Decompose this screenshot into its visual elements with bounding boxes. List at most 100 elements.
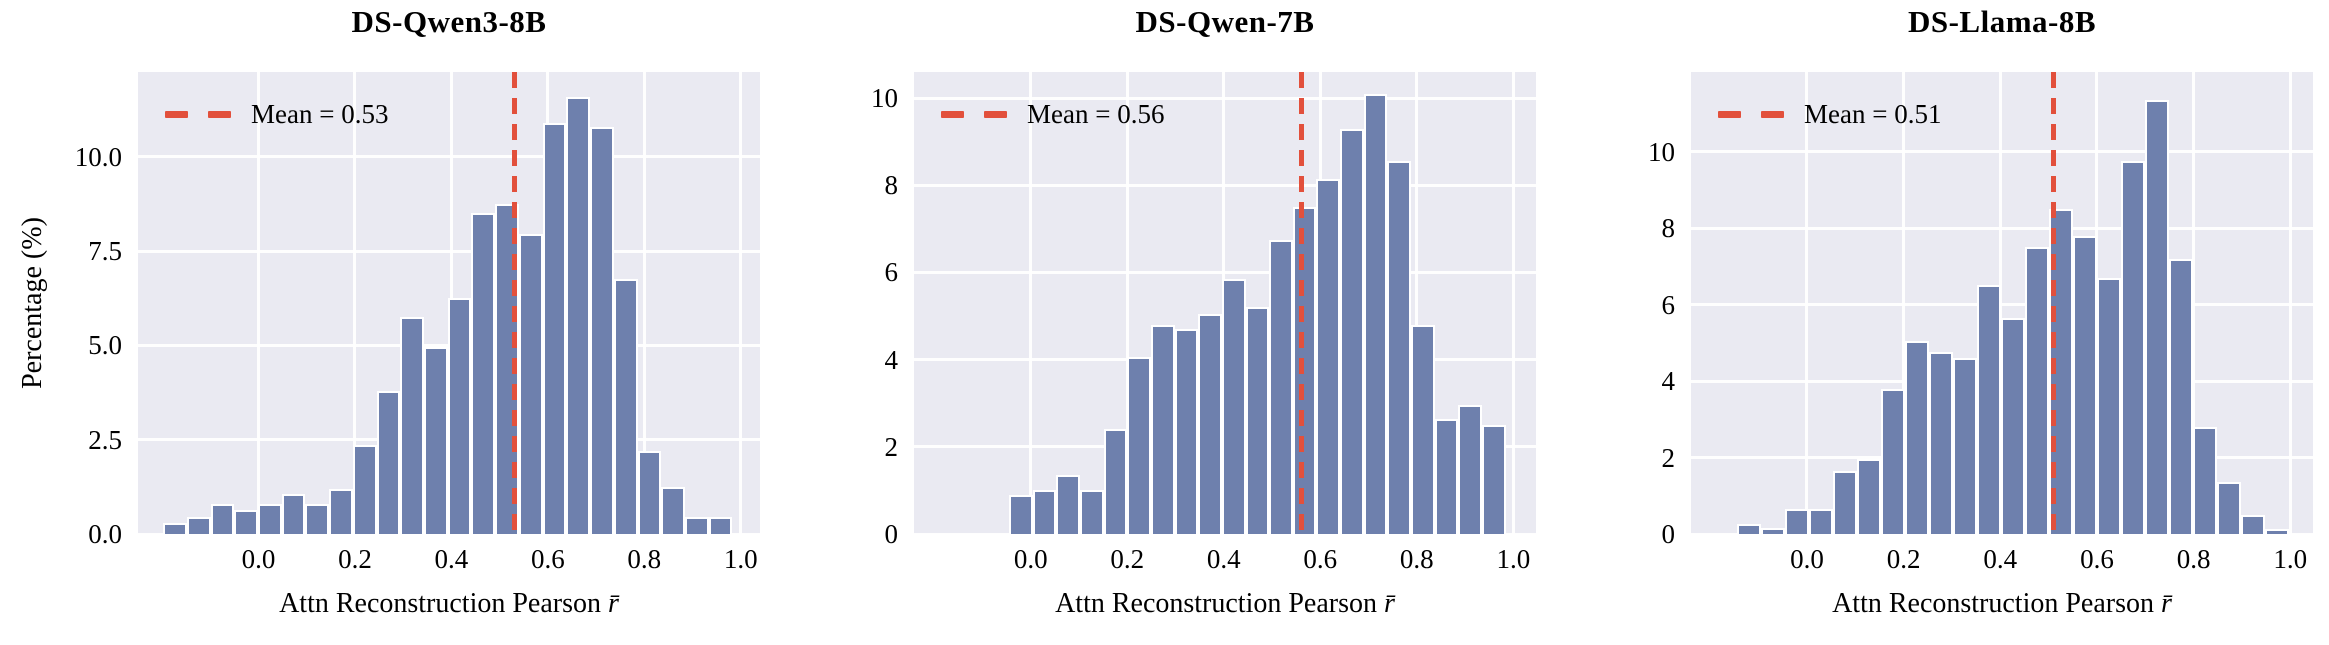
- y-tick-label: 2: [884, 431, 899, 462]
- v-gridline: [353, 72, 357, 534]
- h-gridline: [138, 249, 760, 253]
- x-tick-label: 0.8: [627, 544, 662, 574]
- histogram-bar: [2169, 258, 2194, 534]
- plot-area: Mean = 0.53: [138, 72, 760, 536]
- chart-title: DS-Qwen-7B: [1135, 4, 1315, 39]
- y-tick-label: 2: [1661, 442, 1676, 473]
- y-tick-label: 2.5: [88, 424, 122, 455]
- histogram-bar: [1032, 490, 1057, 534]
- x-tick-label: 0.4: [434, 544, 469, 574]
- x-tick-label: 1.0: [723, 544, 758, 574]
- y-tick-label: 7.5: [88, 236, 122, 267]
- histogram-bar: [1434, 418, 1459, 534]
- histogram-bar: [1760, 528, 1785, 534]
- y-tick-label: 6: [1661, 289, 1676, 320]
- legend-dash-icon: [1761, 110, 1784, 118]
- y-tick-label: 8: [1661, 213, 1676, 244]
- legend-label: Mean = 0.51: [1804, 98, 1942, 129]
- histogram-bar: [2241, 514, 2266, 534]
- chart-ds-qwen-7b: DS-Qwen-7B Mean = 0.56 0 2 4 6 8 10 0.0 0.2 0.4…: [776, 0, 1552, 645]
- histogram-bar: [1198, 313, 1222, 534]
- legend: Mean = 0.56: [941, 99, 1164, 129]
- histogram-bar: [1363, 93, 1388, 534]
- legend-dash-icon: [941, 110, 964, 118]
- h-gridline: [138, 532, 760, 536]
- y-tick-label: 0.0: [88, 519, 122, 549]
- histogram-bar: [566, 96, 591, 534]
- v-gridline: [1805, 72, 1809, 534]
- histogram-bar: [2193, 426, 2218, 534]
- y-tick-label: 10.0: [74, 141, 122, 172]
- histogram-bar: [1292, 207, 1317, 534]
- histogram-bar: [637, 451, 662, 534]
- x-axis-label-symbol: r̄: [608, 588, 619, 619]
- v-gridline: [1125, 72, 1129, 534]
- x-axis-label: Attn Reconstruction Pearson r̄: [914, 588, 1536, 620]
- histogram-bar: [447, 298, 472, 534]
- histogram-bar: [186, 517, 211, 534]
- h-gridline: [914, 532, 1536, 536]
- y-tick-label: 0: [1661, 519, 1676, 549]
- x-axis-label-text: Attn Reconstruction Pearson: [279, 588, 602, 619]
- plot-area: Mean = 0.56: [914, 72, 1536, 536]
- histogram-bar: [424, 347, 448, 534]
- histogram-bar: [708, 517, 733, 534]
- h-gridline: [1691, 226, 2313, 230]
- x-axis-label-text: Attn Reconstruction Pearson: [1832, 588, 2155, 619]
- histogram-bar: [1977, 285, 2002, 534]
- mean-line: [2050, 72, 2056, 534]
- v-gridline: [1511, 72, 1515, 534]
- histogram-bar: [2025, 247, 2050, 534]
- histogram-bar: [1387, 161, 1412, 534]
- histogram-bar: [1481, 425, 1506, 534]
- histogram-bar: [661, 486, 685, 534]
- histogram-bar: [1929, 352, 1954, 534]
- h-gridline: [1691, 150, 2313, 154]
- y-tick-label: 5.0: [88, 330, 122, 361]
- x-tick-label: 0.6: [530, 544, 565, 574]
- histogram-bar: [1269, 239, 1293, 534]
- histogram-bar: [1857, 459, 1882, 534]
- histogram-bar: [518, 234, 543, 534]
- histogram-bar: [613, 279, 638, 534]
- x-tick-label: 0.8: [2176, 544, 2211, 574]
- x-tick-label: 0.0: [1790, 544, 1824, 574]
- histogram-bar: [1411, 324, 1435, 534]
- x-tick-label: 0.2: [1886, 544, 1921, 574]
- x-tick-label: 0.0: [1013, 544, 1048, 574]
- histogram-bar: [1009, 494, 1033, 534]
- v-gridline: [1902, 72, 1906, 534]
- histogram-bar: [281, 494, 306, 534]
- histogram-bar: [329, 488, 353, 534]
- legend-dash-icon: [208, 110, 231, 118]
- histogram-bar: [1221, 279, 1246, 534]
- histogram-bar: [1079, 490, 1104, 534]
- legend-dash-icon: [1718, 110, 1741, 118]
- histogram-bar: [1127, 357, 1151, 534]
- histogram-bar: [352, 445, 377, 534]
- v-gridline: [2192, 72, 2196, 534]
- y-tick-label: 8: [884, 170, 899, 201]
- histogram-bar: [1953, 358, 1978, 534]
- h-gridline: [138, 155, 760, 159]
- y-tick-label: 4: [1661, 366, 1676, 397]
- histogram-bar: [1150, 324, 1175, 534]
- x-tick-label: 0.4: [1983, 544, 2018, 574]
- x-tick-label: 0.8: [1399, 544, 1434, 574]
- mean-line: [511, 72, 517, 534]
- v-gridline: [1415, 72, 1419, 534]
- x-tick-label: 0.2: [1110, 544, 1145, 574]
- legend-dash-icon: [984, 110, 1007, 118]
- histogram-bar: [1316, 178, 1341, 534]
- v-gridline: [257, 72, 261, 534]
- x-axis-label: Attn Reconstruction Pearson r̄: [1691, 588, 2313, 620]
- histogram-bar: [1905, 340, 1930, 534]
- v-gridline: [2288, 72, 2292, 534]
- histogram-bar: [1881, 388, 1906, 534]
- x-tick-label: 1.0: [2273, 544, 2308, 574]
- h-gridline: [1691, 303, 2313, 307]
- histogram-bar: [1736, 524, 1761, 534]
- x-tick-label: 1.0: [1496, 544, 1531, 574]
- y-tick-label: 10: [1648, 136, 1675, 167]
- v-gridline: [739, 72, 743, 534]
